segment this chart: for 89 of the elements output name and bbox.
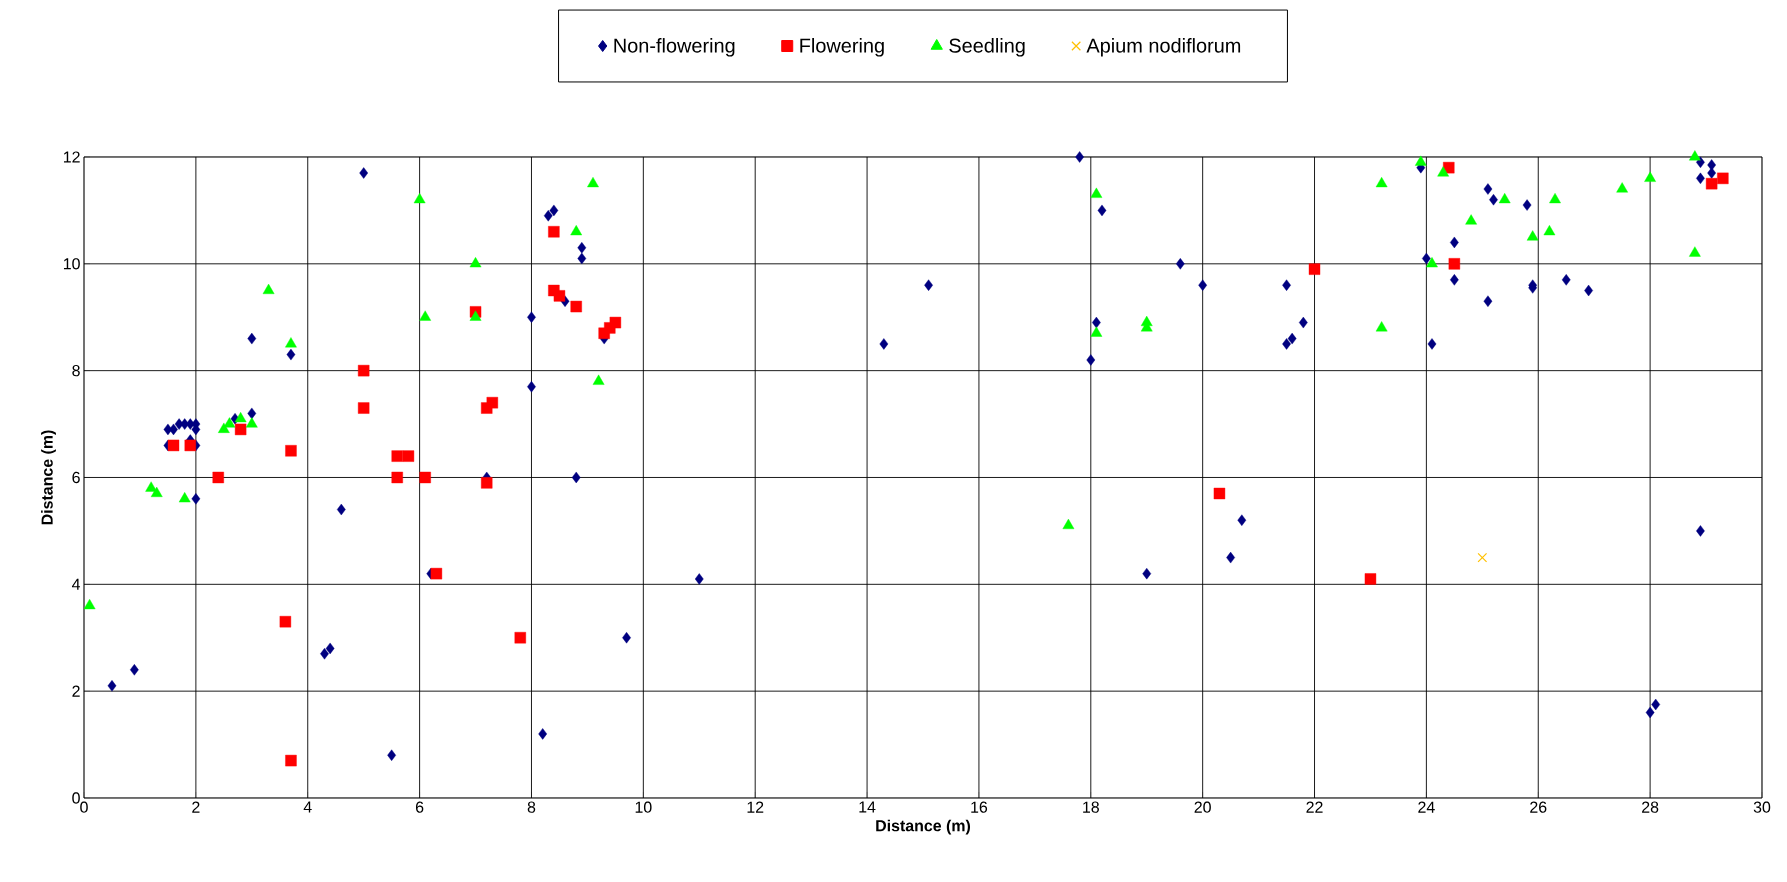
point bbox=[1644, 171, 1656, 182]
y-tick-label: 10 bbox=[63, 258, 80, 270]
point bbox=[1437, 166, 1449, 177]
point bbox=[430, 567, 443, 580]
point bbox=[548, 226, 560, 238]
point bbox=[1543, 225, 1556, 236]
point bbox=[1090, 326, 1103, 337]
point bbox=[262, 283, 275, 294]
x-tick-label: 6 bbox=[415, 801, 424, 813]
point bbox=[1062, 518, 1075, 530]
x-tick-label: 14 bbox=[859, 801, 876, 813]
y-tick-label: 0 bbox=[72, 792, 80, 804]
point bbox=[145, 481, 157, 492]
x-tick-label: 10 bbox=[635, 801, 652, 813]
y-tick-label: 2 bbox=[72, 685, 80, 697]
point bbox=[1717, 172, 1729, 185]
y-axis-title: Distance (m) bbox=[41, 430, 56, 525]
point bbox=[486, 397, 499, 409]
point bbox=[245, 417, 258, 428]
x-tick-label: 4 bbox=[303, 801, 312, 813]
point bbox=[1213, 487, 1226, 500]
point bbox=[469, 310, 482, 321]
point bbox=[419, 310, 432, 321]
point bbox=[1375, 321, 1388, 332]
x-tick-label: 28 bbox=[1642, 801, 1659, 813]
point bbox=[285, 445, 297, 457]
point bbox=[391, 450, 403, 462]
point bbox=[279, 616, 292, 628]
point bbox=[184, 439, 196, 452]
point bbox=[413, 193, 426, 204]
y-tick-label: 12 bbox=[63, 151, 80, 163]
x-axis-title: Distance (m) bbox=[876, 819, 971, 835]
point bbox=[178, 492, 191, 503]
point bbox=[592, 374, 605, 385]
x-tick-label: 20 bbox=[1194, 801, 1211, 813]
point bbox=[469, 257, 482, 268]
point bbox=[1448, 258, 1461, 270]
point bbox=[514, 632, 526, 644]
point bbox=[150, 486, 163, 497]
point bbox=[570, 225, 583, 236]
y-tick-label: 8 bbox=[72, 365, 80, 377]
point bbox=[553, 290, 566, 302]
x-tick-label: 0 bbox=[80, 801, 88, 813]
x-tick-label: 22 bbox=[1306, 801, 1323, 813]
point bbox=[1689, 246, 1701, 257]
point bbox=[1498, 193, 1511, 204]
point bbox=[234, 412, 247, 423]
point bbox=[1090, 187, 1103, 198]
point bbox=[1477, 552, 1488, 563]
x-tick-label: 8 bbox=[527, 801, 536, 813]
point bbox=[285, 337, 297, 348]
point bbox=[1364, 573, 1377, 585]
point bbox=[212, 471, 224, 484]
x-tick-label: 18 bbox=[1083, 801, 1099, 813]
y-tick-label: 4 bbox=[71, 578, 81, 590]
x-tick-label: 24 bbox=[1418, 801, 1435, 813]
x-tick-label: 30 bbox=[1753, 801, 1771, 813]
point bbox=[1526, 230, 1539, 241]
point bbox=[402, 450, 415, 462]
point bbox=[234, 423, 247, 436]
point bbox=[587, 176, 599, 188]
legend-label: Seedling bbox=[949, 38, 1025, 57]
point bbox=[285, 754, 297, 767]
point bbox=[1705, 177, 1718, 190]
x-tick-label: 16 bbox=[971, 801, 988, 813]
point bbox=[357, 364, 370, 377]
point bbox=[570, 300, 582, 313]
y-tick-label: 6 bbox=[72, 471, 80, 484]
point bbox=[83, 598, 96, 610]
point bbox=[1616, 182, 1628, 193]
x-tick-label: 2 bbox=[192, 801, 200, 813]
point bbox=[1465, 214, 1477, 225]
point bbox=[609, 316, 622, 329]
legend-label: Apium nodiflorum bbox=[1086, 38, 1241, 57]
point bbox=[391, 471, 403, 484]
point bbox=[357, 402, 370, 414]
point bbox=[481, 477, 493, 489]
point bbox=[1689, 150, 1701, 161]
point bbox=[1426, 257, 1438, 268]
x-tick-label: 12 bbox=[747, 801, 764, 813]
legend-label: Non-flowering bbox=[614, 38, 735, 57]
x-tick-label: 26 bbox=[1530, 801, 1547, 813]
point bbox=[1375, 176, 1388, 188]
point bbox=[419, 471, 431, 484]
point bbox=[167, 439, 180, 452]
point bbox=[1308, 263, 1321, 275]
legend-label: Flowering bbox=[800, 38, 884, 57]
point bbox=[1414, 155, 1427, 166]
point bbox=[1549, 193, 1561, 204]
